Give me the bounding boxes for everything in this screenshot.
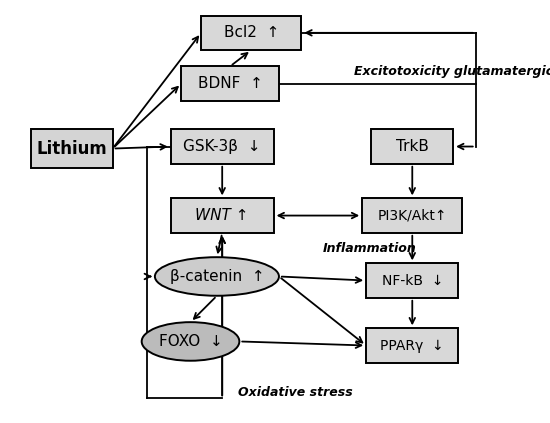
FancyBboxPatch shape: [31, 129, 113, 168]
FancyBboxPatch shape: [182, 66, 279, 101]
Text: GSK-3β  ↓: GSK-3β ↓: [184, 139, 261, 154]
FancyBboxPatch shape: [170, 198, 274, 233]
FancyBboxPatch shape: [170, 129, 274, 164]
FancyBboxPatch shape: [201, 16, 301, 50]
Text: Bcl2  ↑: Bcl2 ↑: [223, 25, 279, 40]
Text: BDNF  ↑: BDNF ↑: [197, 76, 262, 91]
Text: Excitotoxicity glutamatergic: Excitotoxicity glutamatergic: [354, 65, 550, 78]
Text: TrkB: TrkB: [396, 139, 428, 154]
Text: PPARγ  ↓: PPARγ ↓: [381, 338, 444, 352]
FancyBboxPatch shape: [366, 328, 459, 363]
Text: WNT ↑: WNT ↑: [195, 208, 249, 223]
Text: β-catenin  ↑: β-catenin ↑: [169, 269, 264, 284]
FancyBboxPatch shape: [366, 263, 459, 298]
FancyBboxPatch shape: [371, 129, 453, 164]
Text: Oxidative stress: Oxidative stress: [238, 386, 353, 399]
Text: NF-kB  ↓: NF-kB ↓: [382, 274, 443, 288]
Text: Inflammation: Inflammation: [322, 242, 416, 255]
Text: FOXO  ↓: FOXO ↓: [158, 334, 222, 349]
Ellipse shape: [155, 257, 279, 296]
Ellipse shape: [142, 322, 239, 361]
Text: PI3K/Akt↑: PI3K/Akt↑: [377, 209, 447, 222]
Text: Lithium: Lithium: [36, 140, 107, 157]
FancyBboxPatch shape: [362, 198, 463, 233]
